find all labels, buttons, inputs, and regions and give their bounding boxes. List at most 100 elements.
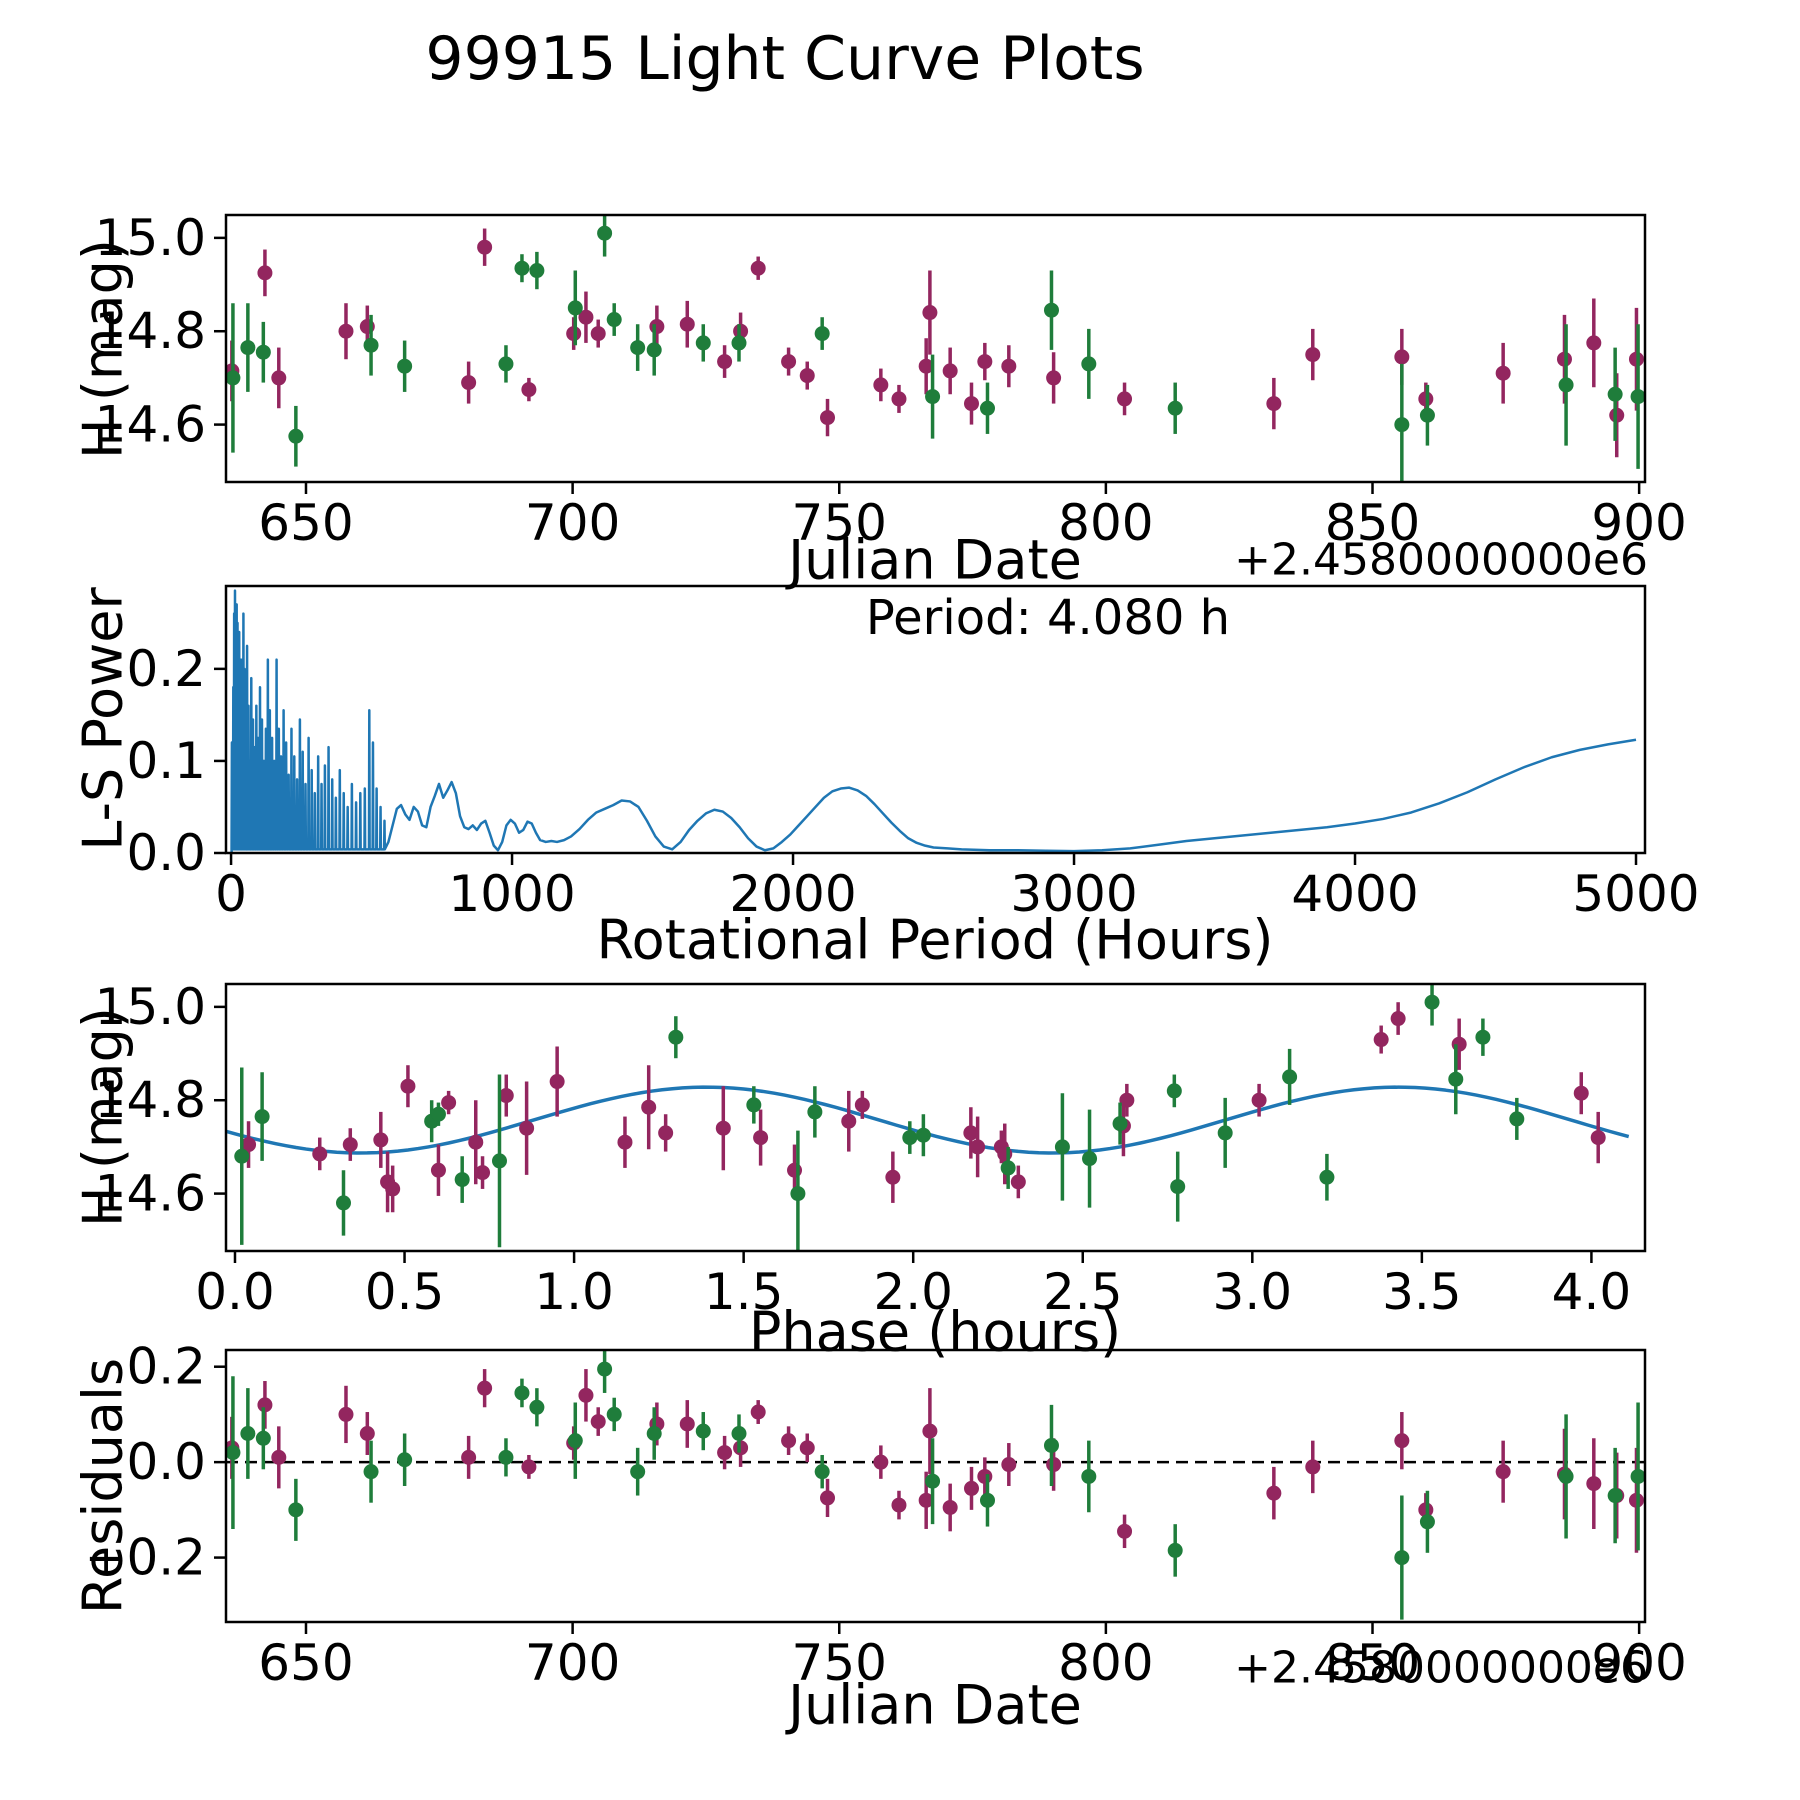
band-2-data-point xyxy=(240,303,256,392)
band-2-data-point xyxy=(1170,1151,1186,1222)
band-2-data-point xyxy=(363,314,379,376)
band-1-data-point xyxy=(891,384,907,413)
band-1-data-point xyxy=(781,347,797,376)
band-2-data-point xyxy=(514,1378,530,1408)
band-2-data-point xyxy=(288,405,304,467)
band-1-data-point xyxy=(1119,1083,1135,1117)
band-1-data-point xyxy=(1117,382,1133,416)
band-1-data-point xyxy=(1495,1440,1511,1503)
band-2-data-point xyxy=(288,1478,304,1541)
band-2-data-point xyxy=(1043,1404,1059,1486)
band-1-data-point xyxy=(781,1426,797,1455)
band-1-data-point xyxy=(400,1065,416,1108)
band-2-data-point xyxy=(1607,347,1623,441)
band-2-data-point xyxy=(1319,1153,1335,1201)
y-tick-label: 14.8 xyxy=(95,1071,206,1129)
band-2-data-point xyxy=(234,1067,250,1245)
band-1-data-point xyxy=(590,1407,606,1436)
band-1-data-point xyxy=(1001,345,1017,388)
band-1-data-point xyxy=(1373,1025,1389,1054)
y-tick-label: 14.6 xyxy=(95,1165,206,1223)
ylabel-residuals: Residuals xyxy=(71,1357,135,1615)
xlabel-julian-date-bottom: Julian Date xyxy=(788,1673,1082,1737)
band-2-data-point xyxy=(1081,328,1097,399)
band-1-data-point xyxy=(1586,298,1602,388)
band-1-data-point xyxy=(373,1111,389,1168)
band-2-data-point xyxy=(814,317,830,350)
band-2-data-point xyxy=(1112,1102,1128,1145)
band-1-data-point xyxy=(820,1478,836,1518)
band-2-data-point xyxy=(731,324,747,362)
x-tick-label: 800 xyxy=(1058,1634,1153,1692)
lightcurve_jd-axes-frame xyxy=(224,213,1647,484)
band-1-data-point xyxy=(891,1490,907,1520)
band-1-data-point xyxy=(942,1483,958,1532)
band-1-data-point xyxy=(385,1165,401,1213)
band-1-data-point xyxy=(1394,1412,1410,1470)
band-1-data-point xyxy=(590,319,606,348)
band-2-data-point xyxy=(1082,1109,1098,1208)
band-1-data-point xyxy=(873,368,889,402)
band-2-data-point xyxy=(807,1086,823,1138)
band-1-data-point xyxy=(477,228,493,266)
periodogram-curve xyxy=(230,589,1637,853)
x-tick-label: 750 xyxy=(792,1634,887,1692)
band-1-data-point xyxy=(257,249,273,297)
band-1-data-point xyxy=(1586,1438,1602,1529)
band-1-data-point xyxy=(617,1116,633,1168)
x-tick-label: 850 xyxy=(1325,494,1420,552)
band-1-data-point xyxy=(841,1090,857,1152)
band-2-data-point xyxy=(226,1376,241,1529)
band-1-data-point xyxy=(679,300,695,348)
period-annotation: Period: 4.080 h xyxy=(865,590,1231,646)
band-1-data-point xyxy=(521,1454,537,1479)
x-tick-label: 750 xyxy=(792,494,887,552)
band-2-data-point xyxy=(1054,1093,1070,1201)
residuals-plot-area xyxy=(226,1350,1645,1620)
band-1-data-point xyxy=(519,1081,535,1175)
band-2-data-point xyxy=(695,324,711,362)
band-1-data-point xyxy=(799,361,815,390)
band-2-data-point xyxy=(1043,270,1059,350)
band-1-data-point xyxy=(477,1369,493,1408)
band-1-data-point xyxy=(799,1433,815,1463)
y-tick-label: 0.2 xyxy=(126,640,206,698)
x-tick-label: 1000 xyxy=(448,865,575,923)
band-2-data-point xyxy=(363,1440,379,1503)
band-2-data-point xyxy=(254,1072,270,1161)
band-1-data-point xyxy=(679,1400,695,1448)
band-1-data-point xyxy=(359,1412,375,1455)
band-2-data-point xyxy=(1558,1414,1574,1539)
band-2-data-point xyxy=(255,1407,271,1470)
band-2-data-point xyxy=(790,1130,806,1251)
band-1-data-point xyxy=(873,1445,889,1479)
band-2-data-point xyxy=(1167,382,1183,434)
band-1-data-point xyxy=(1117,1514,1133,1549)
phased_lightcurve-axes-frame xyxy=(224,982,1647,1253)
band-1-data-point xyxy=(578,291,594,343)
x-tick-label: 4.0 xyxy=(1552,1263,1632,1321)
band-2-data-point xyxy=(1419,384,1435,446)
band-1-data-point xyxy=(641,1065,657,1150)
x-tick-label: 3000 xyxy=(1010,865,1137,923)
x-tick-label: 1.0 xyxy=(534,1263,614,1321)
band-1-data-point xyxy=(1573,1072,1589,1115)
band-1-data-point xyxy=(1266,377,1282,430)
band-2-data-point xyxy=(529,251,545,290)
band-1-data-point xyxy=(717,1435,733,1470)
band-2-data-point xyxy=(925,1438,941,1525)
band-1-data-point xyxy=(715,1086,731,1171)
xlabel-phase-hours: Phase (hours) xyxy=(748,1300,1122,1364)
x-tick-label: 5000 xyxy=(1572,865,1699,923)
x-tick-label: 650 xyxy=(258,494,353,552)
band-2-data-point xyxy=(597,215,613,257)
x-tick-label: 900 xyxy=(1591,494,1686,552)
ylabel-h-mag-phase: H (mag) xyxy=(71,1007,135,1227)
x-tick-label: 2.5 xyxy=(1043,1263,1123,1321)
band-2-data-point xyxy=(514,254,530,283)
band-2-data-point xyxy=(746,1086,762,1124)
band-2-data-point xyxy=(695,1412,711,1451)
band-2-data-point xyxy=(915,1114,931,1157)
